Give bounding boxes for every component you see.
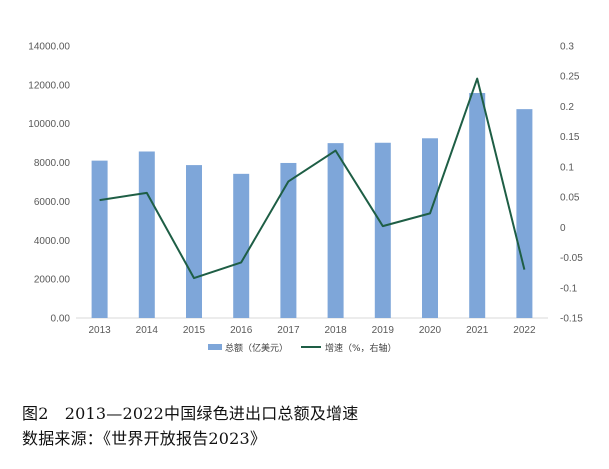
x-axis-tick-label: 2022 xyxy=(513,325,536,336)
left-axis-tick-label: 14000.00 xyxy=(28,42,70,53)
left-axis-tick-label: 8000.00 xyxy=(34,158,71,169)
bar xyxy=(280,162,297,318)
left-axis-tick-label: 10000.00 xyxy=(28,119,70,130)
x-axis-tick-label: 2013 xyxy=(88,325,111,336)
bar xyxy=(186,165,202,318)
right-axis-tick-label: 0.25 xyxy=(560,72,580,83)
right-axis-tick-label: 0.05 xyxy=(560,193,580,204)
bar xyxy=(516,109,533,319)
bar xyxy=(233,173,250,318)
x-axis-tick-label: 2020 xyxy=(419,325,442,336)
left-axis-tick-label: 2000.00 xyxy=(34,275,71,286)
figure-caption: 图2 2013—2022中国绿色进出口总额及增速 xyxy=(22,404,359,423)
x-axis-tick-label: 2015 xyxy=(183,325,206,336)
right-axis-tick-label: -0.05 xyxy=(560,253,583,264)
bar xyxy=(138,151,155,318)
bar-series xyxy=(91,93,533,319)
left-axis-tick-label: 12000.00 xyxy=(28,80,70,91)
legend-line-label: 增速（%，右轴） xyxy=(325,342,397,354)
legend-bar-swatch xyxy=(208,344,222,350)
x-axis-tick-label: 2016 xyxy=(230,325,253,336)
growth-line xyxy=(99,77,526,280)
growth-line-series xyxy=(99,77,526,280)
right-axis-tick-label: 0.2 xyxy=(560,102,574,113)
right-axis-tick-label: 0.3 xyxy=(560,42,574,53)
x-axis-tick-label: 2018 xyxy=(324,325,347,336)
x-axis-tick-label: 2017 xyxy=(277,325,300,336)
bar xyxy=(469,93,486,318)
x-axis-tick-label: 2014 xyxy=(136,325,159,336)
bar xyxy=(422,138,438,318)
right-axis-tick-label: 0.1 xyxy=(560,162,574,173)
bar xyxy=(91,160,108,318)
data-source: 数据来源：《世界开放报告2023》 xyxy=(22,429,267,448)
left-axis-tick-label: 0.00 xyxy=(51,314,71,325)
legend: 总额（亿美元） 增速（%，右轴） xyxy=(208,342,397,354)
left-axis-tick-label: 4000.00 xyxy=(34,236,71,247)
right-axis-tick-label: -0.15 xyxy=(560,314,583,325)
right-axis-ticks: -0.15 -0.1 -0.05 0 0.05 0.1 0.15 0.2 0.25 0.3 xyxy=(560,42,583,325)
x-axis-tick-label: 2019 xyxy=(372,325,395,336)
x-axis-tick-label: 2021 xyxy=(466,325,489,336)
x-axis-ticks: 2013 2014 2015 2016 2017 2018 2019 2020 2021 2022 xyxy=(88,325,535,336)
right-axis-tick-label: 0.15 xyxy=(560,132,580,143)
bar xyxy=(374,142,391,318)
legend-bar-label: 总额（亿美元） xyxy=(225,342,288,354)
left-axis-ticks: 0.00 2000.00 4000.00 6000.00 8000.00 10000.00… xyxy=(28,42,70,325)
left-axis-tick-label: 6000.00 xyxy=(34,197,71,208)
right-axis-tick-label: 0 xyxy=(560,223,566,234)
right-axis-tick-label: -0.1 xyxy=(560,283,578,294)
bar xyxy=(327,143,344,318)
